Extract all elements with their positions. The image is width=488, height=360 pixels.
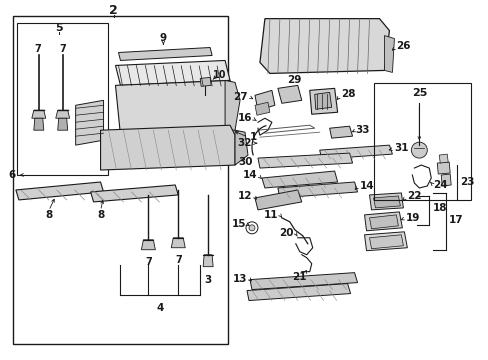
Polygon shape <box>254 90 274 110</box>
Polygon shape <box>260 19 388 73</box>
Text: 14: 14 <box>242 170 256 180</box>
Text: 23: 23 <box>459 177 474 187</box>
Text: 4: 4 <box>156 302 163 312</box>
Text: 7: 7 <box>145 257 151 267</box>
Polygon shape <box>314 92 331 109</box>
Text: 8: 8 <box>97 210 104 220</box>
Text: 1: 1 <box>249 132 257 142</box>
Polygon shape <box>235 130 247 165</box>
Text: 21: 21 <box>292 272 306 282</box>
Text: 3: 3 <box>204 275 211 285</box>
Polygon shape <box>246 284 350 301</box>
Polygon shape <box>309 88 337 114</box>
Text: 12: 12 <box>237 191 251 201</box>
Polygon shape <box>76 100 103 145</box>
Polygon shape <box>436 162 449 174</box>
Text: 19: 19 <box>405 213 419 223</box>
Polygon shape <box>364 232 407 251</box>
Text: 16: 16 <box>237 113 251 123</box>
Bar <box>13 15 227 345</box>
Text: 22: 22 <box>407 191 421 201</box>
Polygon shape <box>32 110 46 118</box>
Text: 24: 24 <box>432 180 447 190</box>
Polygon shape <box>254 102 269 115</box>
Text: 7: 7 <box>59 44 66 54</box>
Text: 6: 6 <box>8 170 15 180</box>
Polygon shape <box>329 126 352 138</box>
Polygon shape <box>200 77 211 86</box>
Text: 32: 32 <box>237 138 251 148</box>
Text: 20: 20 <box>279 228 293 238</box>
Polygon shape <box>369 215 398 229</box>
Polygon shape <box>115 60 229 85</box>
Text: 10: 10 <box>213 71 226 80</box>
Text: 27: 27 <box>233 92 247 102</box>
Polygon shape <box>141 240 155 250</box>
Polygon shape <box>438 154 447 163</box>
Polygon shape <box>373 196 400 208</box>
Text: 7: 7 <box>175 255 181 265</box>
Text: 8: 8 <box>45 210 52 220</box>
Text: 13: 13 <box>232 274 246 284</box>
Polygon shape <box>249 273 357 289</box>
Polygon shape <box>364 212 402 231</box>
Polygon shape <box>115 80 235 135</box>
Polygon shape <box>56 110 69 118</box>
Polygon shape <box>262 171 337 188</box>
Text: 28: 28 <box>341 89 355 99</box>
Polygon shape <box>90 185 178 202</box>
Bar <box>17 23 107 175</box>
Polygon shape <box>369 193 403 210</box>
Text: 2: 2 <box>109 4 118 17</box>
Polygon shape <box>16 182 103 200</box>
Text: 15: 15 <box>231 219 245 229</box>
Text: 5: 5 <box>55 23 62 33</box>
Text: 25: 25 <box>411 88 426 98</box>
Polygon shape <box>258 153 352 168</box>
Polygon shape <box>384 36 394 72</box>
Text: 11: 11 <box>263 210 277 220</box>
Polygon shape <box>319 145 392 159</box>
Polygon shape <box>34 118 44 130</box>
Text: 26: 26 <box>396 41 410 50</box>
Circle shape <box>248 225 254 231</box>
Text: 30: 30 <box>238 157 252 167</box>
Polygon shape <box>254 190 301 210</box>
Polygon shape <box>440 174 450 186</box>
Text: 7: 7 <box>34 44 41 54</box>
Text: 33: 33 <box>355 125 369 135</box>
Polygon shape <box>171 238 185 248</box>
Text: 18: 18 <box>432 203 447 213</box>
Polygon shape <box>101 125 235 170</box>
Text: 29: 29 <box>287 75 302 85</box>
Text: 9: 9 <box>160 32 166 42</box>
Polygon shape <box>277 182 357 198</box>
Polygon shape <box>369 235 403 249</box>
Polygon shape <box>58 118 67 130</box>
Polygon shape <box>277 85 301 103</box>
Polygon shape <box>118 48 212 60</box>
Text: 14: 14 <box>359 181 373 191</box>
Bar <box>374 84 470 200</box>
Polygon shape <box>224 80 240 130</box>
Polygon shape <box>203 255 213 267</box>
Circle shape <box>410 142 427 158</box>
Text: 31: 31 <box>394 143 408 153</box>
Text: 17: 17 <box>448 215 463 225</box>
